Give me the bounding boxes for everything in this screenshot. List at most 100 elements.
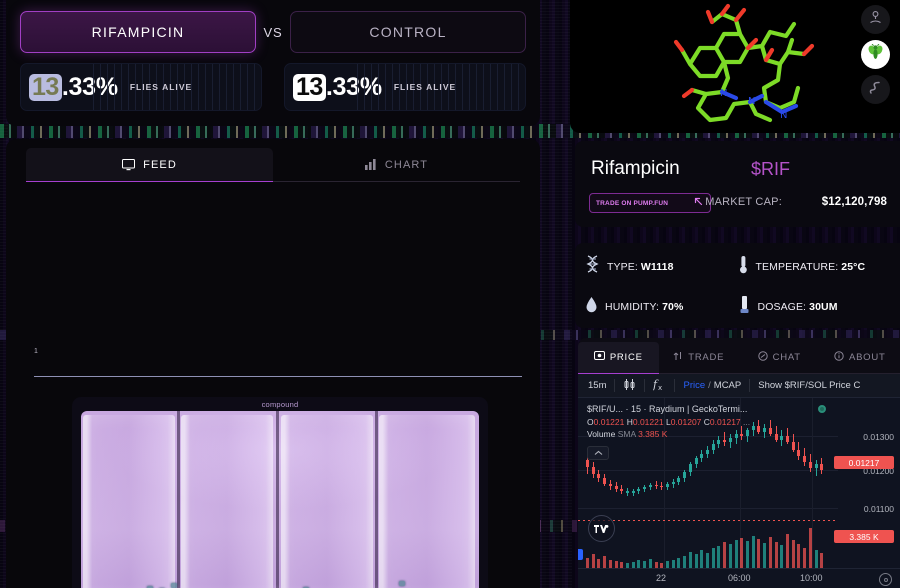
experiment-panel: RIFAMPICIN VS CONTROL 13.33% FLIES ALIVE… — [6, 0, 540, 588]
price-mode-mcap[interactable]: MCAP — [713, 380, 742, 391]
volume-badge: 3.385 K — [834, 530, 894, 543]
compound-comparison-toggle: RIFAMPICIN VS CONTROL — [20, 11, 526, 53]
tab-label: TRADE — [688, 352, 725, 363]
compound-tab-control[interactable]: CONTROL — [290, 11, 526, 53]
stat-flip-digits: 13 — [29, 73, 62, 101]
meta-temperature-text: TEMPERATURE: 25°C — [755, 261, 866, 273]
fly-icon — [867, 43, 884, 66]
video-frame: Tower Biosciences — [81, 411, 479, 588]
chat-icon — [757, 351, 768, 364]
compound-ticker: $RIF — [751, 159, 791, 179]
svg-text:f: f — [653, 378, 659, 391]
candlestick-series — [586, 412, 826, 568]
video-viewer[interactable]: compound — [72, 397, 488, 588]
price-tag-icon — [593, 351, 605, 364]
svg-text:x: x — [658, 384, 662, 391]
comparison-card: RIFAMPICIN VS CONTROL 13.33% FLIES ALIVE… — [6, 0, 540, 126]
swap-icon — [673, 351, 683, 364]
chart-tab-bar: PRICE TRADE CHAT ABOUT — [578, 342, 900, 374]
feed-axis-number: 1 — [34, 348, 38, 355]
meta-temperature: TEMPERATURE: 25°C — [738, 255, 891, 279]
vial-icon — [738, 295, 751, 319]
monitor-icon — [122, 158, 136, 171]
control-tab-label: CONTROL — [369, 24, 447, 40]
survival-stats-row: 13.33% FLIES ALIVE 13.33% FLIES ALIVE — [20, 63, 526, 111]
tab-label: CHAT — [772, 352, 801, 363]
worm-icon-button[interactable] — [861, 75, 890, 104]
feed-tab-bar: FEED CHART — [26, 148, 520, 182]
trade-button-label: TRADE ON PUMP.FUN — [596, 199, 669, 207]
tradingview-logo — [588, 515, 615, 542]
stat-tick-marks — [93, 64, 261, 110]
experiment-metadata-card: TYPE: W1118 TEMPERATURE: 25°C HUMIDITY: … — [575, 243, 900, 328]
feed-card: FEED CHART 1 compound — [6, 139, 540, 588]
fly-icon-button[interactable] — [861, 40, 890, 69]
time-tick: 10:00 — [800, 573, 823, 583]
stat-label: FLIES ALIVE — [393, 82, 457, 92]
stat-tick-marks — [357, 64, 525, 110]
candlestick-icon[interactable] — [623, 378, 636, 394]
compound-name: Rifampicin — [591, 158, 680, 179]
bar-chart-icon — [364, 159, 377, 170]
tab-trade[interactable]: TRADE — [658, 342, 739, 374]
compound-panel: N N N — [570, 0, 900, 588]
last-price-line — [578, 520, 838, 521]
tab-about[interactable]: ABOUT — [819, 342, 900, 374]
price-chart-card: PRICE TRADE CHAT ABOUT — [578, 338, 900, 588]
droplet-icon — [585, 296, 598, 318]
tab-price[interactable]: PRICE — [578, 342, 659, 374]
tab-feed[interactable]: FEED — [26, 148, 273, 182]
thermometer-icon — [738, 255, 749, 279]
svg-text:N: N — [720, 88, 727, 99]
stat-flies-alive-control: 13.33% FLIES ALIVE — [284, 63, 526, 111]
arrow-up-left-icon — [693, 194, 704, 212]
meta-dosage: DOSAGE: 30UM — [738, 295, 891, 319]
price-mode-price[interactable]: Price — [683, 380, 706, 391]
time-axis[interactable]: 22 06:00 10:00 — [578, 568, 900, 588]
chart-symbol-line: $RIF/U... · 15 · Raydium | GeckoTermi... — [587, 404, 748, 414]
stat-decimal: .33 — [61, 72, 96, 101]
molecule-viewer[interactable]: N N N — [570, 0, 900, 133]
meta-type-text: TYPE: W1118 — [607, 261, 674, 273]
price-tick: 0.01200 — [863, 466, 894, 476]
molecule-icon — [868, 10, 883, 30]
feed-axis-line — [34, 376, 522, 377]
volume-series — [586, 398, 826, 588]
tab-label: CHART — [384, 158, 429, 171]
worm-icon — [868, 80, 883, 100]
interval-selector[interactable]: 15m — [588, 380, 607, 391]
price-tick: 0.01100 — [863, 504, 894, 514]
vs-separator: VS — [263, 24, 283, 40]
time-tick: 06:00 — [728, 573, 751, 583]
chart-ohlc-line: O0.01221 H0.01221 L0.01207 C0.01217 ... — [587, 417, 751, 428]
compound-tab-rifampicin[interactable]: RIFAMPICIN — [20, 11, 256, 53]
svg-text:N: N — [780, 110, 787, 121]
organism-selector-rail — [861, 5, 890, 104]
chart-left-marker — [578, 549, 583, 560]
market-cap-label: MARKET CAP: — [705, 196, 782, 208]
tab-label: PRICE — [609, 352, 643, 363]
svg-text:N: N — [748, 96, 755, 107]
market-cap-value: $12,120,798 — [821, 196, 887, 208]
show-sol-price-toggle[interactable]: Show $RIF/SOL Price C — [758, 380, 861, 391]
dna-icon — [585, 255, 600, 279]
tradingview-chart-pane[interactable]: $RIF/U... · 15 · Raydium | GeckoTermi...… — [578, 398, 900, 588]
trade-on-pumpfun-button[interactable]: TRADE ON PUMP.FUN — [589, 193, 711, 213]
molecule-icon-button[interactable] — [861, 5, 890, 34]
meta-humidity: HUMIDITY: 70% — [585, 295, 738, 319]
tab-label: FEED — [143, 158, 177, 171]
stat-flies-alive-rifampicin: 13.33% FLIES ALIVE — [20, 63, 262, 111]
tab-chart[interactable]: CHART — [273, 148, 520, 182]
tab-chat[interactable]: CHAT — [739, 342, 820, 374]
last-price-badge: 0.01217 — [834, 456, 894, 469]
collapse-pane-button[interactable] — [587, 446, 609, 460]
price-axis[interactable]: 0.01300 0.01200 0.01100 0.01217 3.385 K — [834, 398, 900, 588]
video-title: compound — [261, 400, 299, 409]
stat-label: FLIES ALIVE — [129, 82, 193, 92]
crosshair-target-icon[interactable] — [879, 573, 892, 586]
molecule-structure: N N N — [673, 3, 815, 123]
chart-volume-line: Volume SMA 3.385 K — [587, 429, 668, 440]
meta-type: TYPE: W1118 — [585, 255, 738, 279]
